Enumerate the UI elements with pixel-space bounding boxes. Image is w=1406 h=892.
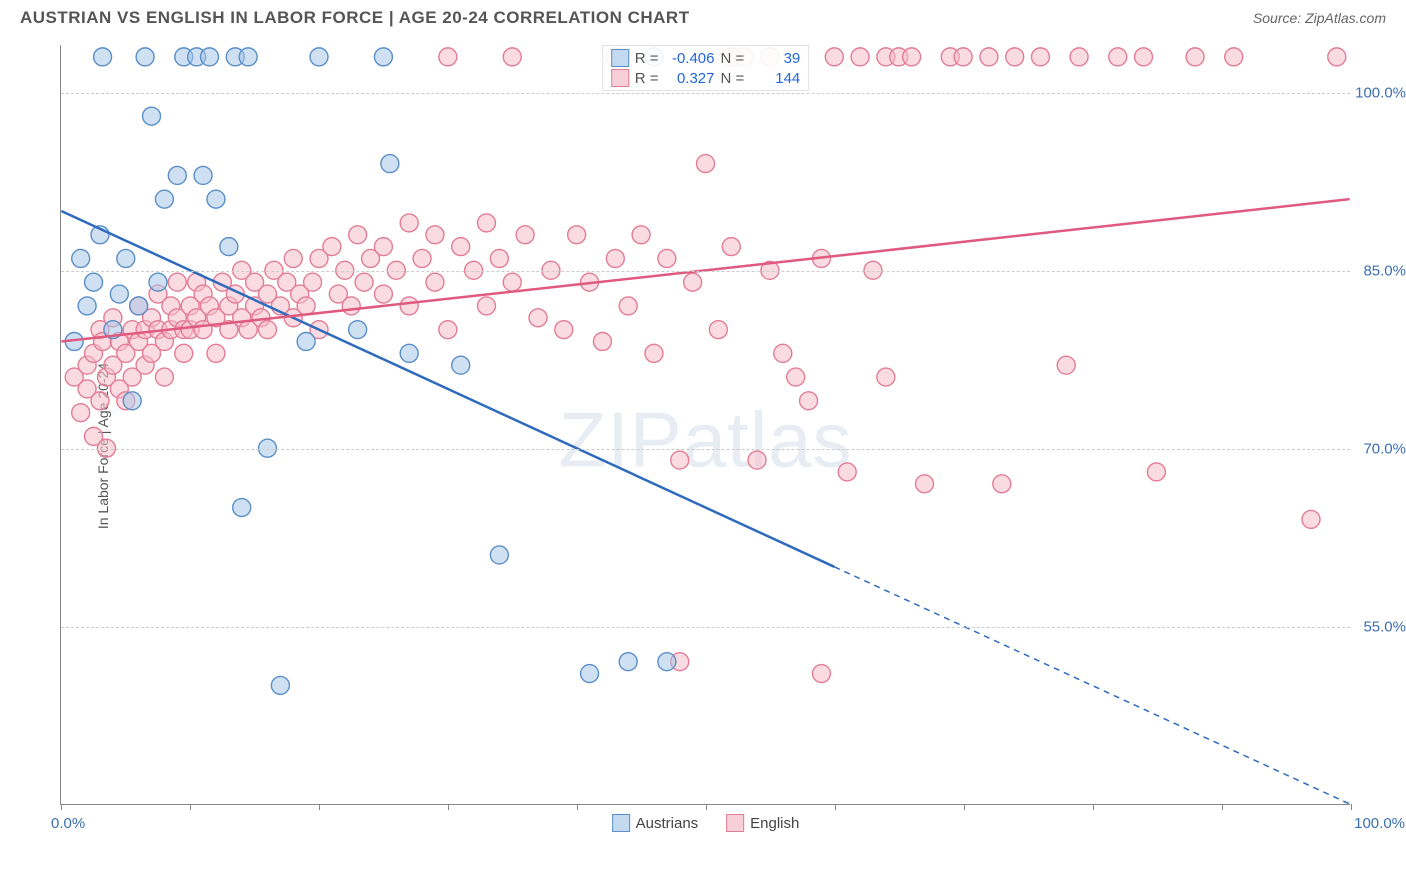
x-tick <box>190 804 191 810</box>
n-value-austrians: 39 <box>750 50 800 67</box>
y-tick-label: 100.0% <box>1355 84 1406 101</box>
swatch-pink-icon <box>611 69 629 87</box>
chart-title: AUSTRIAN VS ENGLISH IN LABOR FORCE | AGE… <box>20 8 690 28</box>
legend-label-austrians: Austrians <box>636 815 699 832</box>
x-tick <box>835 804 836 810</box>
legend-item-austrians: Austrians <box>612 814 699 832</box>
x-tick <box>964 804 965 810</box>
x-axis-min-label: 0.0% <box>51 815 85 832</box>
x-tick <box>319 804 320 810</box>
gridline <box>61 93 1350 94</box>
legend-label-english: English <box>750 815 799 832</box>
x-tick <box>706 804 707 810</box>
y-tick-label: 70.0% <box>1363 440 1406 457</box>
x-tick <box>1222 804 1223 810</box>
swatch-blue-icon <box>612 814 630 832</box>
r-value-austrians: -0.406 <box>665 50 715 67</box>
y-tick-label: 55.0% <box>1363 618 1406 635</box>
x-axis-max-label: 100.0% <box>1354 815 1405 832</box>
r-value-english: 0.327 <box>665 70 715 87</box>
n-value-english: 144 <box>750 70 800 87</box>
series-legend: Austrians English <box>612 814 800 832</box>
source-label: Source: ZipAtlas.com <box>1253 10 1386 26</box>
swatch-pink-icon <box>726 814 744 832</box>
x-tick <box>61 804 62 810</box>
swatch-blue-icon <box>611 49 629 67</box>
gridline <box>61 627 1350 628</box>
stats-row-english: R = 0.327 N = 144 <box>611 68 801 88</box>
x-tick <box>1351 804 1352 810</box>
n-label: N = <box>721 70 745 87</box>
legend-item-english: English <box>726 814 799 832</box>
gridline <box>61 449 1350 450</box>
x-tick <box>448 804 449 810</box>
r-label: R = <box>635 70 659 87</box>
scatter-plot <box>61 45 1350 804</box>
n-label: N = <box>721 50 745 67</box>
r-label: R = <box>635 50 659 67</box>
y-tick-label: 85.0% <box>1363 262 1406 279</box>
x-tick <box>577 804 578 810</box>
stats-legend: R = -0.406 N = 39 R = 0.327 N = 144 <box>602 45 810 91</box>
stats-row-austrians: R = -0.406 N = 39 <box>611 48 801 68</box>
chart-area: ZIPatlas R = -0.406 N = 39 R = 0.327 N =… <box>60 45 1350 805</box>
gridline <box>61 271 1350 272</box>
x-tick <box>1093 804 1094 810</box>
